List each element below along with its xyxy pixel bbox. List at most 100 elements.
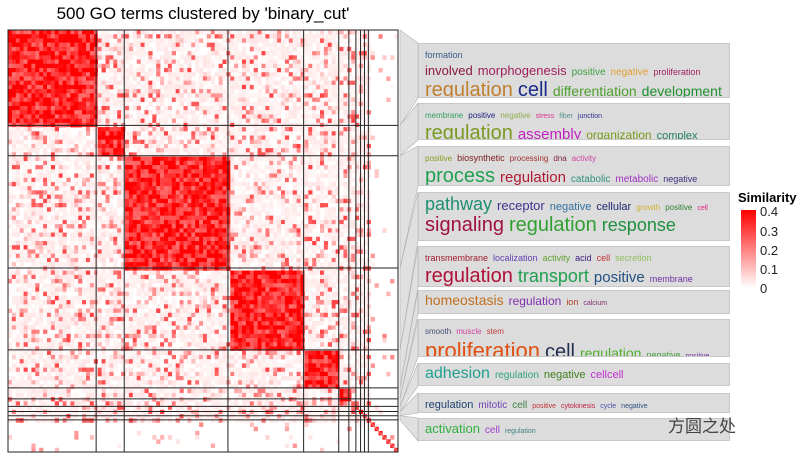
heatmap-cell: [253, 186, 258, 191]
heatmap-cell: [86, 253, 91, 259]
heatmap-cell: [54, 72, 59, 77]
heatmap-cell: [203, 232, 208, 238]
heatmap-cell: [164, 287, 169, 292]
heatmap-cell: [58, 207, 63, 212]
heatmap-cell: [238, 30, 243, 35]
heatmap-cell: [43, 55, 48, 60]
heatmap-cell: [89, 278, 95, 284]
heatmap-cell: [300, 203, 305, 208]
heatmap-cell: [362, 46, 368, 52]
heatmap-cell: [312, 63, 317, 69]
heatmap-cell: [101, 127, 106, 132]
heatmap-cell: [82, 97, 87, 103]
heatmap-cell: [113, 270, 118, 276]
heatmap-cell: [27, 72, 32, 77]
heatmap-cell: [113, 67, 118, 73]
heatmap-cell: [86, 207, 91, 212]
heatmap-cell: [366, 135, 371, 141]
heatmap-cell: [320, 181, 325, 187]
heatmap-cell: [335, 274, 340, 280]
heatmap-cell: [269, 148, 274, 153]
heatmap-cell: [320, 198, 325, 204]
heatmap-cell: [132, 215, 137, 221]
heatmap-cell: [140, 127, 145, 132]
heatmap-cell: [226, 135, 231, 141]
heatmap-cell: [27, 84, 32, 90]
heatmap-cell: [296, 232, 301, 238]
heatmap-cell: [39, 278, 44, 284]
heatmap-cell: [171, 278, 176, 284]
heatmap-cell: [238, 207, 243, 212]
heatmap-cell: [31, 143, 36, 149]
heatmap-cell: [117, 274, 122, 280]
heatmap-cell: [277, 224, 282, 229]
heatmap-cell: [86, 93, 91, 98]
heatmap-cell: [156, 203, 161, 208]
heatmap-cell: [78, 110, 83, 115]
heatmap-cell: [31, 30, 36, 35]
heatmap-cell: [257, 76, 262, 81]
heatmap-cell: [245, 245, 251, 250]
heatmap-cell: [171, 257, 176, 263]
heatmap-cell: [136, 236, 141, 242]
heatmap-cell: [117, 203, 122, 208]
heatmap-cell: [160, 186, 165, 191]
heatmap-cell: [347, 84, 352, 90]
heatmap-cell: [125, 194, 130, 200]
heatmap-cell: [277, 283, 282, 288]
heatmap-cell: [281, 241, 286, 246]
heatmap-cell: [214, 156, 219, 162]
heatmap-cell: [66, 262, 71, 267]
heatmap-cell: [273, 101, 278, 107]
heatmap-cell: [312, 110, 317, 115]
heatmap-cell: [253, 165, 258, 170]
heatmap-cell: [308, 131, 313, 136]
heatmap-cell: [206, 34, 212, 39]
heatmap-cell: [101, 207, 106, 212]
heatmap-cell: [265, 55, 270, 60]
heatmap-cell: [234, 131, 239, 136]
heatmap-cell: [8, 72, 13, 77]
heatmap-cell: [47, 232, 52, 238]
heatmap-cell: [242, 55, 247, 60]
heatmap-cell: [27, 270, 32, 276]
heatmap-cell: [203, 139, 208, 145]
heatmap-cell: [218, 143, 223, 149]
heatmap-cell: [206, 249, 212, 254]
heatmap-cell: [222, 236, 227, 242]
heatmap-cell: [62, 274, 67, 280]
heatmap-cell: [242, 287, 247, 292]
heatmap-cell: [238, 131, 243, 136]
heatmap-cell: [355, 198, 360, 204]
heatmap-cell: [105, 118, 110, 124]
heatmap-cell: [296, 42, 301, 48]
heatmap-cell: [323, 270, 329, 276]
heatmap-cell: [54, 257, 59, 263]
heatmap-cell: [54, 148, 59, 153]
heatmap-cell: [273, 63, 278, 69]
heatmap-cell: [218, 291, 223, 297]
heatmap-cell: [343, 76, 348, 81]
heatmap-cell: [343, 131, 348, 136]
heatmap-cell: [222, 287, 227, 292]
heatmap-cell: [296, 97, 301, 103]
heatmap-cell: [101, 245, 106, 250]
heatmap-cell: [167, 63, 173, 69]
heatmap-cell: [70, 110, 75, 115]
heatmap-cell: [62, 211, 67, 216]
heatmap-cell: [320, 253, 325, 259]
heatmap-cell: [89, 177, 95, 183]
heatmap-cell: [277, 152, 282, 157]
heatmap-cell: [167, 232, 173, 238]
heatmap-cell: [362, 131, 368, 136]
heatmap-cell: [89, 211, 95, 216]
heatmap-cell: [273, 80, 278, 86]
heatmap-cell: [31, 186, 36, 191]
heatmap-cell: [50, 236, 56, 242]
heatmap-cell: [97, 143, 102, 149]
heatmap-cell: [19, 101, 24, 107]
heatmap-cell: [249, 72, 254, 77]
heatmap-cell: [370, 135, 375, 141]
heatmap-cell: [117, 97, 122, 103]
heatmap-cell: [312, 270, 317, 276]
